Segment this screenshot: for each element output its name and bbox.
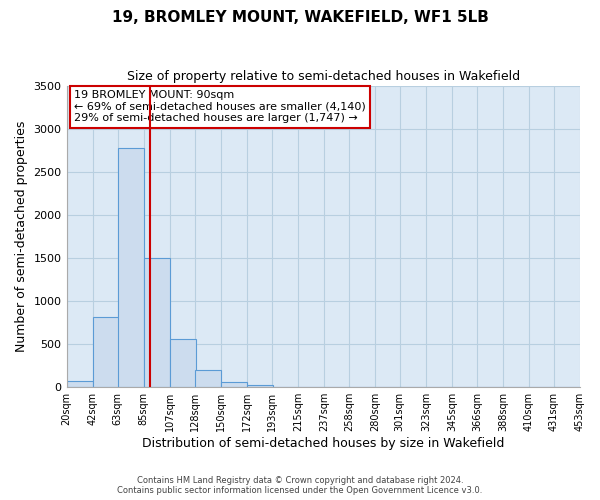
Bar: [92, 316, 119, 387]
Y-axis label: Number of semi-detached properties: Number of semi-detached properties: [15, 120, 28, 352]
Bar: [67, 380, 92, 387]
Text: 19 BROMLEY MOUNT: 90sqm
← 69% of semi-detached houses are smaller (4,140)
29% of: 19 BROMLEY MOUNT: 90sqm ← 69% of semi-de…: [74, 90, 366, 124]
Text: 19, BROMLEY MOUNT, WAKEFIELD, WF1 5LB: 19, BROMLEY MOUNT, WAKEFIELD, WF1 5LB: [112, 10, 488, 25]
Bar: [143, 258, 170, 387]
X-axis label: Distribution of semi-detached houses by size in Wakefield: Distribution of semi-detached houses by …: [142, 437, 505, 450]
Text: Contains HM Land Registry data © Crown copyright and database right 2024.
Contai: Contains HM Land Registry data © Crown c…: [118, 476, 482, 495]
Bar: [221, 382, 247, 387]
Bar: [118, 148, 143, 387]
Title: Size of property relative to semi-detached houses in Wakefield: Size of property relative to semi-detach…: [127, 70, 520, 83]
Bar: [170, 340, 196, 387]
Bar: [194, 370, 221, 387]
Bar: [247, 385, 273, 387]
